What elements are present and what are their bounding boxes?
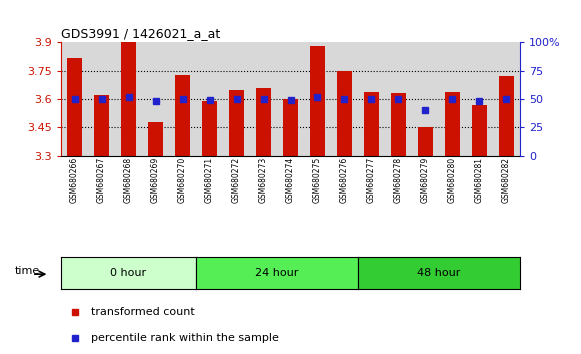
Bar <box>88 42 115 156</box>
Text: GDS3991 / 1426021_a_at: GDS3991 / 1426021_a_at <box>61 27 220 40</box>
Text: time: time <box>15 266 40 276</box>
Bar <box>418 127 433 156</box>
Text: 48 hour: 48 hour <box>417 268 461 278</box>
Bar <box>364 92 379 156</box>
Bar <box>256 88 271 156</box>
Bar <box>391 93 406 156</box>
Bar <box>196 42 223 156</box>
Bar <box>337 71 352 156</box>
Bar <box>223 42 250 156</box>
Bar <box>148 122 163 156</box>
Bar <box>169 42 196 156</box>
Bar <box>472 105 487 156</box>
Bar <box>175 75 190 156</box>
Bar <box>61 42 88 156</box>
Bar <box>385 42 412 156</box>
Bar <box>121 42 136 156</box>
Bar <box>439 42 466 156</box>
Bar <box>466 42 493 156</box>
Bar <box>115 42 142 156</box>
Bar <box>358 42 385 156</box>
Bar <box>499 76 514 156</box>
Text: transformed count: transformed count <box>91 307 195 317</box>
Bar <box>277 42 304 156</box>
Bar <box>283 99 298 156</box>
Bar <box>331 42 358 156</box>
Bar <box>493 42 520 156</box>
Text: percentile rank within the sample: percentile rank within the sample <box>91 333 279 343</box>
Bar <box>67 58 82 156</box>
Bar <box>412 42 439 156</box>
Bar <box>202 101 217 156</box>
Text: 24 hour: 24 hour <box>255 268 299 278</box>
Bar <box>445 92 460 156</box>
Bar <box>250 42 277 156</box>
Bar <box>310 46 325 156</box>
Text: 0 hour: 0 hour <box>110 268 146 278</box>
Bar <box>229 90 244 156</box>
Bar <box>304 42 331 156</box>
Bar <box>142 42 169 156</box>
Bar <box>94 95 109 156</box>
